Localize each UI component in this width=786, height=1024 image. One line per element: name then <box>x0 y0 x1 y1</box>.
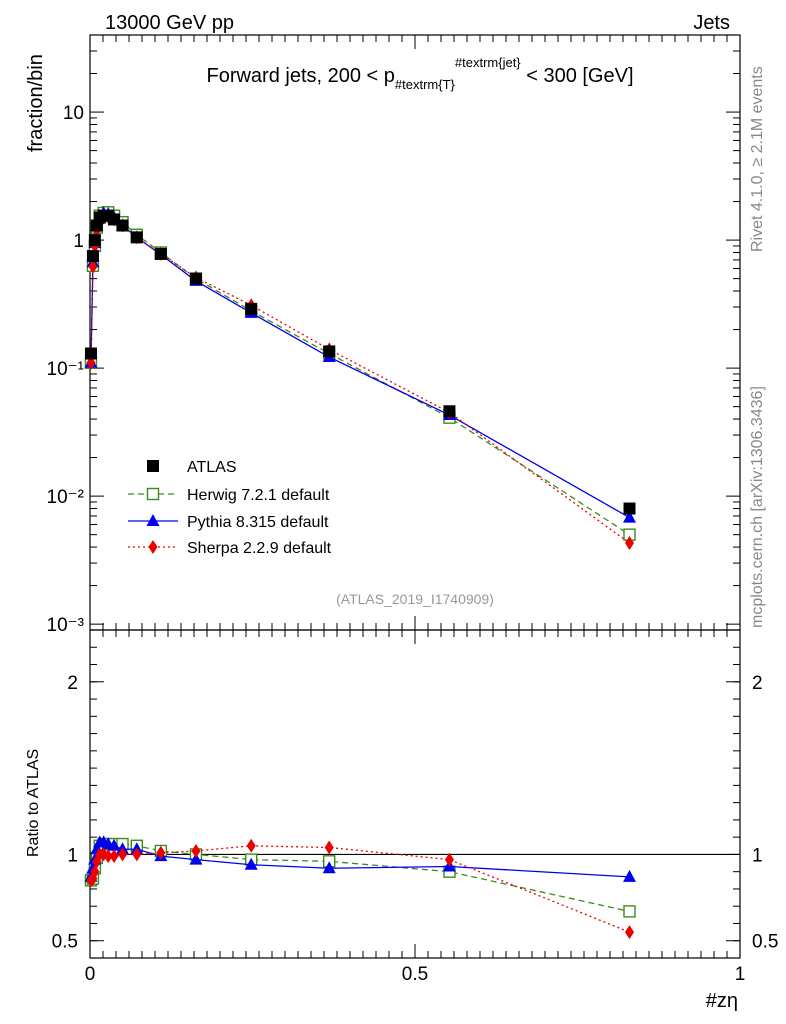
ratio-point-pythia <box>623 869 636 882</box>
process-label: Jets <box>693 12 730 34</box>
ratio-point-sherpa <box>109 849 119 864</box>
data-point-atlas <box>116 219 129 232</box>
data-point-atlas <box>84 347 97 360</box>
legend-marker-sherpa <box>148 540 158 554</box>
y-axis-label-ratio: Ratio to ATLAS <box>25 749 42 857</box>
collision-energy-label: 13000 GeV pp <box>105 12 234 34</box>
series-line-herwig <box>90 211 630 536</box>
ratio-y-tick-label-right: 1 <box>752 845 763 866</box>
ratio-y-tick-label-left: 2 <box>67 673 78 694</box>
ratio-y-tick-label-right: 2 <box>752 673 763 694</box>
data-point-atlas <box>443 405 456 418</box>
rivet-version-label: Rivet 4.1.0, ≥ 2.1M events <box>749 66 766 252</box>
ratio-y-tick-label-left: 0.5 <box>52 932 78 953</box>
data-point-atlas <box>323 345 336 358</box>
ratio-plot-frame <box>89 629 741 959</box>
ratio-point-sherpa <box>324 840 334 855</box>
data-point-sherpa <box>88 259 98 274</box>
ratio-point-sherpa <box>444 852 454 867</box>
legend-label-pythia: Pythia 8.315 default <box>187 514 329 531</box>
legend-marker-pythia <box>146 514 160 526</box>
data-point-atlas <box>245 302 258 315</box>
ratio-point-sherpa <box>90 864 100 879</box>
ratio-point-pythia <box>322 861 336 874</box>
data-point-pythia <box>623 510 636 523</box>
legend-marker-herwig <box>146 487 160 501</box>
analysis-id-label: (ATLAS_2019_I1740909) <box>336 591 494 607</box>
ratio-point-sherpa <box>246 838 256 853</box>
ratio-point-herwig <box>623 905 636 918</box>
ratio-y-tick-label-right: 0.5 <box>752 932 778 953</box>
ratio-line-sherpa <box>90 845 630 933</box>
ratio-point-sherpa <box>118 847 127 862</box>
data-point-atlas <box>154 247 167 260</box>
data-point-atlas <box>623 502 636 515</box>
plot-title-sub: #textrm{T} <box>395 77 456 92</box>
x-tick-label: 0 <box>85 964 96 985</box>
ratio-point-sherpa <box>156 845 166 860</box>
ratio-line-pythia <box>90 841 630 878</box>
x-tick-label: 0.5 <box>402 964 428 985</box>
ratio-point-sherpa <box>103 849 113 864</box>
x-tick-label: 1 <box>735 964 746 985</box>
legend-label-sherpa: Sherpa 2.2.9 default <box>187 540 332 557</box>
plot-title: Forward jets, 200 < p#textrm{T} #textrm{j… <box>206 55 633 92</box>
legend-marker-atlas <box>147 460 159 472</box>
data-point-atlas <box>88 234 101 247</box>
x-axis-label: #zη <box>706 990 738 1012</box>
main-y-tick-label: 10⁻¹ <box>47 359 85 380</box>
data-point-sherpa <box>625 536 634 551</box>
ratio-point-sherpa <box>191 843 201 858</box>
ratio-point-pythia <box>189 852 203 865</box>
plot-title-main: Forward jets, 200 < p <box>206 65 394 87</box>
ratio-point-sherpa <box>625 925 634 940</box>
main-y-tick-label: 10⁻² <box>47 487 85 508</box>
ratio-point-pythia <box>107 838 121 851</box>
ratio-point-pythia <box>244 857 258 870</box>
ratio-point-sherpa <box>132 847 142 862</box>
main-y-tick-label: 1 <box>73 231 84 252</box>
data-point-atlas <box>189 272 202 285</box>
ratio-y-tick-label-left: 1 <box>67 845 78 866</box>
main-y-tick-label: 10⁻³ <box>47 615 85 636</box>
plot-title-sup: #textrm{jet} <box>455 55 521 70</box>
y-axis-label-main: fraction/bin <box>25 54 47 152</box>
data-point-atlas <box>86 250 99 263</box>
plot-title-rest: < 300 [GeV] <box>521 65 634 87</box>
legend-label-atlas: ATLAS <box>187 459 237 476</box>
legend-label-herwig: Herwig 7.2.1 default <box>187 487 330 504</box>
main-y-tick-label: 10 <box>63 103 84 124</box>
data-point-atlas <box>130 231 143 244</box>
mcplots-reference-label: mcplots.cern.ch [arXiv:1306.3436] <box>749 386 766 628</box>
